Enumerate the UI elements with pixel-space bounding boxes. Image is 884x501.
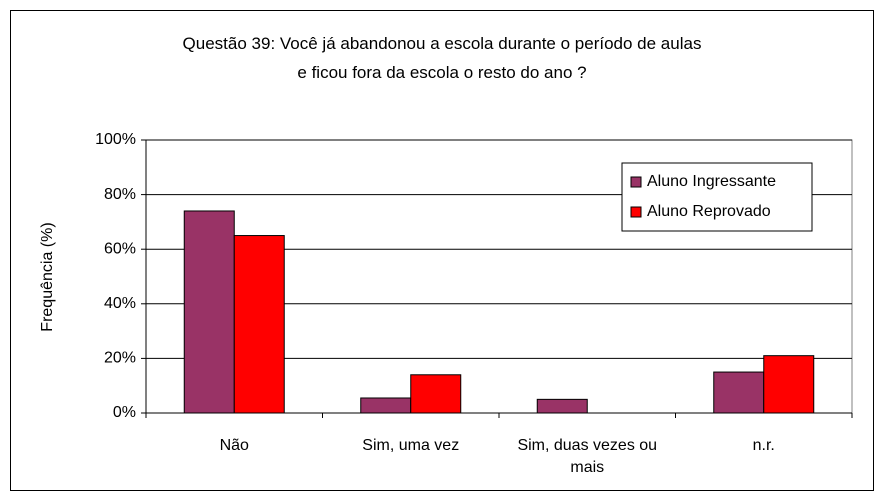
- bar: [713, 371, 765, 414]
- y-axis-label: Frequência (%): [39, 222, 56, 331]
- bar: [360, 397, 412, 414]
- bar: [536, 398, 588, 414]
- y-tick-label: 60%: [104, 240, 136, 257]
- y-tick-label: 0%: [113, 404, 136, 421]
- x-tick-label: Não: [219, 437, 249, 454]
- chart-title: Questão 39: Você já abandonou a escola d…: [182, 34, 702, 53]
- legend-box: [621, 162, 813, 232]
- bar: [183, 210, 235, 414]
- chart-title: e ficou fora da escola o resto do ano ?: [297, 63, 587, 82]
- x-tick-label: Sim, duas vezes ou mais: [517, 437, 658, 476]
- legend-label: Aluno Ingressante: [647, 173, 776, 190]
- y-tick-label: 20%: [104, 350, 136, 367]
- y-tick-label: 100%: [95, 131, 136, 148]
- bar: [410, 374, 462, 414]
- legend-swatch: [630, 176, 642, 188]
- y-tick-label: 40%: [104, 295, 136, 312]
- legend-swatch: [630, 206, 642, 218]
- bar: [763, 355, 815, 414]
- x-tick-label: Sim, uma vez: [362, 437, 460, 454]
- legend-label: Aluno Reprovado: [647, 203, 771, 220]
- y-tick-label: 80%: [104, 186, 136, 203]
- x-tick-label: n.r.: [752, 437, 775, 454]
- bar: [233, 235, 285, 414]
